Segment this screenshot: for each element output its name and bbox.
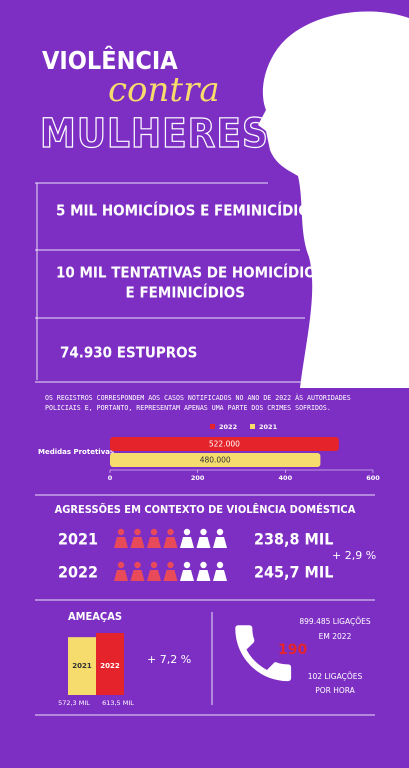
category-label: 2021 [72,662,92,670]
value-label: 522.000 [209,440,240,449]
person-icon [134,561,141,569]
stat: 10 MIL TENTATIVAS DE HOMICÍDIOS [56,263,325,282]
subtitle: contra [108,70,220,110]
x-tick-label: 600 [366,474,380,482]
pictogram [114,528,227,581]
phone-total: EM 2022 [319,632,352,641]
note: POLICIAIS E, PORTANTO, REPRESENTAM APENA… [45,404,331,412]
stat: 5 MIL HOMICÍDIOS E FEMINICÍDIOS [56,201,320,220]
person-icon [114,537,128,548]
section-title: AMEAÇAS [68,610,122,623]
person-icon [150,561,158,569]
legend-label: 2022 [219,423,237,431]
value-label: 613,5 MIL [102,699,134,707]
person-icon [196,537,211,548]
bar [96,633,124,695]
value-label: 572,3 MIL [58,699,90,707]
title-outline: MULHERES [40,111,269,157]
section-title: AGRESSÕES EM CONTEXTO DE VIOLÊNCIA DOMÉS… [55,503,356,516]
phone-icon [235,625,292,682]
value-label: 480.000 [200,456,231,465]
bar [68,637,96,695]
person-icon [213,537,227,548]
person-icon [167,561,174,569]
person-icon [163,570,178,581]
legend-swatch [250,424,255,429]
person-icon [200,528,207,536]
person-icon [150,528,158,536]
person-icon [130,570,145,581]
person-icon [134,528,141,536]
person-icon [114,570,128,581]
phone-number: 190 [278,642,307,658]
person-icon [183,561,191,569]
stat: 74.930 ESTUPROS [60,344,197,362]
silhouette [258,11,409,388]
x-tick-label: 0 [108,474,113,482]
category-label: 2022 [100,662,120,670]
phone-per-hour: POR HORA [315,686,355,695]
change: + 2,9 % [332,549,376,562]
annotation: + 7,2 % [147,653,191,666]
person-icon [180,537,194,548]
person-icon [130,537,145,548]
x-tick-label: 200 [191,474,205,482]
person-icon [180,570,194,581]
phone-per-hour: 102 LIGAÇÕES [308,672,363,681]
legend-label: 2021 [259,423,278,431]
person-icon [117,528,125,536]
person-icon [183,528,191,536]
category-label: Medidas Protetivas [38,448,114,456]
x-tick-label: 400 [279,474,293,482]
person-icon [147,570,161,581]
year: 2021 [58,530,98,549]
person-icon [117,561,125,569]
title: VIOLÊNCIA [42,46,178,75]
person-icon [196,570,211,581]
year: 2022 [58,563,98,582]
bar [110,437,339,451]
note: OS REGISTROS CORRESPONDEM AOS CASOS NOTI… [45,393,351,402]
person-icon [147,537,161,548]
person-icon [167,528,174,536]
person-icon [216,561,224,569]
person-icon [216,528,224,536]
value: 245,7 MIL [254,563,333,582]
person-icon [200,561,207,569]
phone-total: 899.485 LIGAÇÕES [299,617,370,626]
value: 238,8 MIL [254,530,333,549]
stat: E FEMINICÍDIOS [126,283,245,302]
person-icon [213,570,227,581]
person-icon [163,537,178,548]
legend-swatch [210,424,215,429]
bar [110,453,321,467]
